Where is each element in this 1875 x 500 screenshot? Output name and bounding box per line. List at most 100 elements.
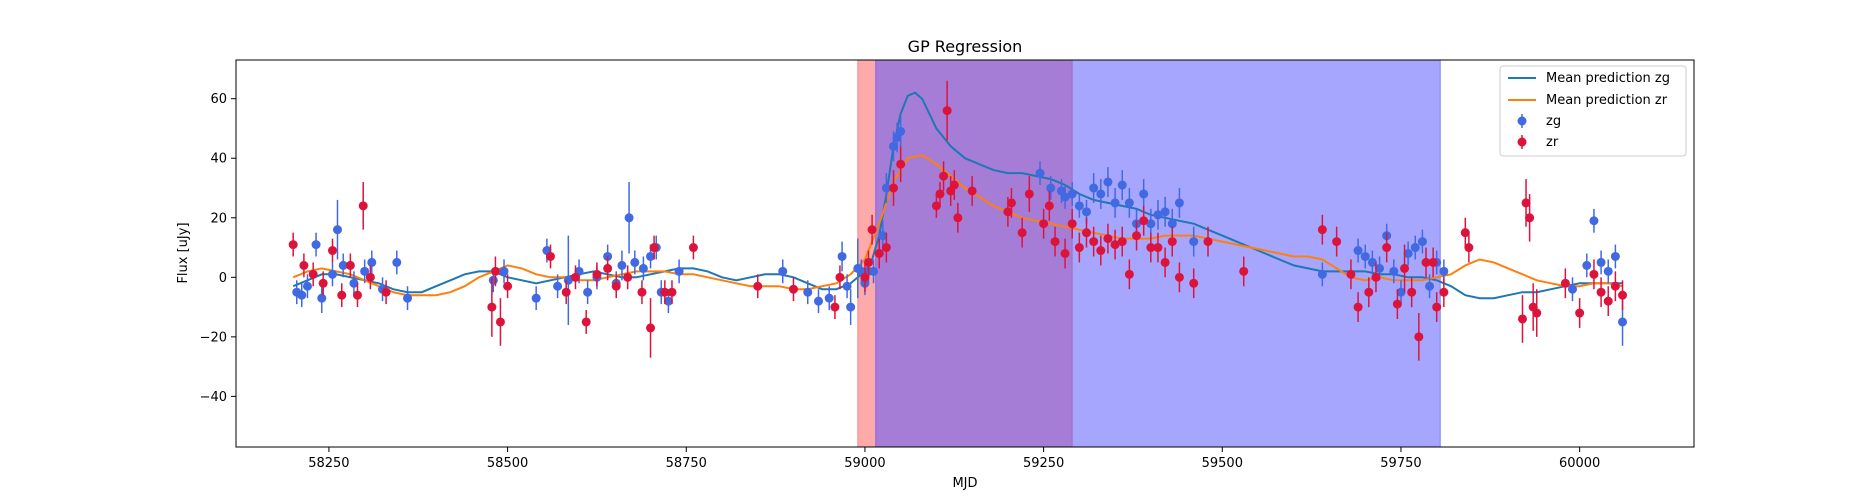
legend-box [1499,65,1687,157]
x-tick-label: 59250 [1023,456,1064,471]
zg-point [1067,189,1077,199]
zr-point [881,243,891,253]
zr-point [660,287,670,297]
zr-point [896,159,906,169]
zg-point [1582,260,1592,270]
zr-point [1139,216,1149,226]
zr-point [1532,308,1542,318]
zr-point [646,323,656,333]
zr-point [1096,246,1106,256]
zg-point [1439,266,1449,276]
zr-point [1332,237,1342,247]
zg-point [488,275,498,285]
zr-point [1521,198,1531,208]
zr-point [1124,269,1134,279]
x-tick-label: 58250 [308,456,349,471]
zr-point [1050,237,1060,247]
zr-point [1421,257,1431,267]
zr-point [1239,266,1249,276]
zr-point [949,180,959,190]
legend-swatch-zg-marker [1517,116,1527,126]
zr-point [611,281,621,291]
zr-point [1074,243,1084,253]
zr-point [1460,228,1470,238]
zg-point [1074,201,1084,211]
y-tick-label: 40 [210,152,227,167]
zg-point [1153,210,1163,220]
zg-point [889,141,899,151]
x-tick-label: 58750 [666,456,707,471]
x-tick-label: 59750 [1380,456,1421,471]
zr-point [561,287,571,297]
y-tick-label: 0 [219,271,227,286]
zr-point [358,201,368,211]
zg-point [1410,243,1420,253]
zr-point [1382,243,1392,253]
y-tick-label: 60 [210,92,227,107]
zg-point [1046,183,1056,193]
zr-point [830,302,840,312]
zg-point [531,293,541,303]
zr-point [935,189,945,199]
zg-point [630,257,640,267]
zr-point [1428,257,1438,267]
zr-point [1517,314,1527,324]
zr-point [874,249,884,258]
legend-label-zg-line: Mean prediction zg [1546,71,1670,86]
zg-point [317,293,327,303]
zr-point [1174,272,1184,282]
zg-point [878,231,888,241]
y-axis-ticks: −40 −20 0 20 40 60 [200,92,236,405]
zg-point [824,293,834,303]
zr-point [603,263,613,273]
zr-point [1317,225,1327,235]
zr-point [835,272,845,282]
zg-point [367,257,377,267]
zr-point [1039,219,1049,229]
zr-point [931,201,941,211]
zg-point [1367,257,1377,267]
zg-point [646,251,656,261]
zg-point [1060,192,1070,202]
zr-point [864,257,874,267]
zg-points [292,116,1628,346]
zr-point [649,243,659,253]
zg-point [1417,237,1427,247]
zg-point [896,126,906,136]
zg-point [1589,216,1599,226]
zr-point [318,278,328,288]
zr-point [345,260,355,270]
x-axis-ticks: 58250 58500 58750 59000 59250 59500 59750 60000 [308,447,1600,471]
zg-point [663,296,673,306]
zr-point [1346,269,1356,279]
zr-point [1589,269,1599,279]
zr-point [1364,287,1374,297]
zr-point [288,240,298,250]
zr-point [487,302,497,312]
zg-point [1317,269,1327,279]
zg-point [499,266,509,276]
zg-point [1610,251,1620,261]
zr-point [1596,287,1606,297]
zr-point [327,246,337,256]
zg-point [583,287,593,297]
zg-point [338,260,348,270]
zg-point [842,281,852,291]
zr-point [967,186,977,196]
zr-point [1575,308,1585,318]
zr-point [1432,302,1442,312]
zg-point [624,213,634,223]
zr-points [288,80,1628,361]
zr-point [1167,237,1177,247]
zr-point [1067,219,1077,229]
zg-point [1353,246,1363,256]
zr-point [1044,201,1054,211]
zg-point [349,278,359,288]
zr-point [545,251,555,261]
zr-point [1089,237,1099,247]
y-axis-label: Flux [uJy] [176,222,191,283]
zg-point [1035,168,1045,178]
zr-point [1353,302,1363,312]
zg-point [1603,266,1613,276]
